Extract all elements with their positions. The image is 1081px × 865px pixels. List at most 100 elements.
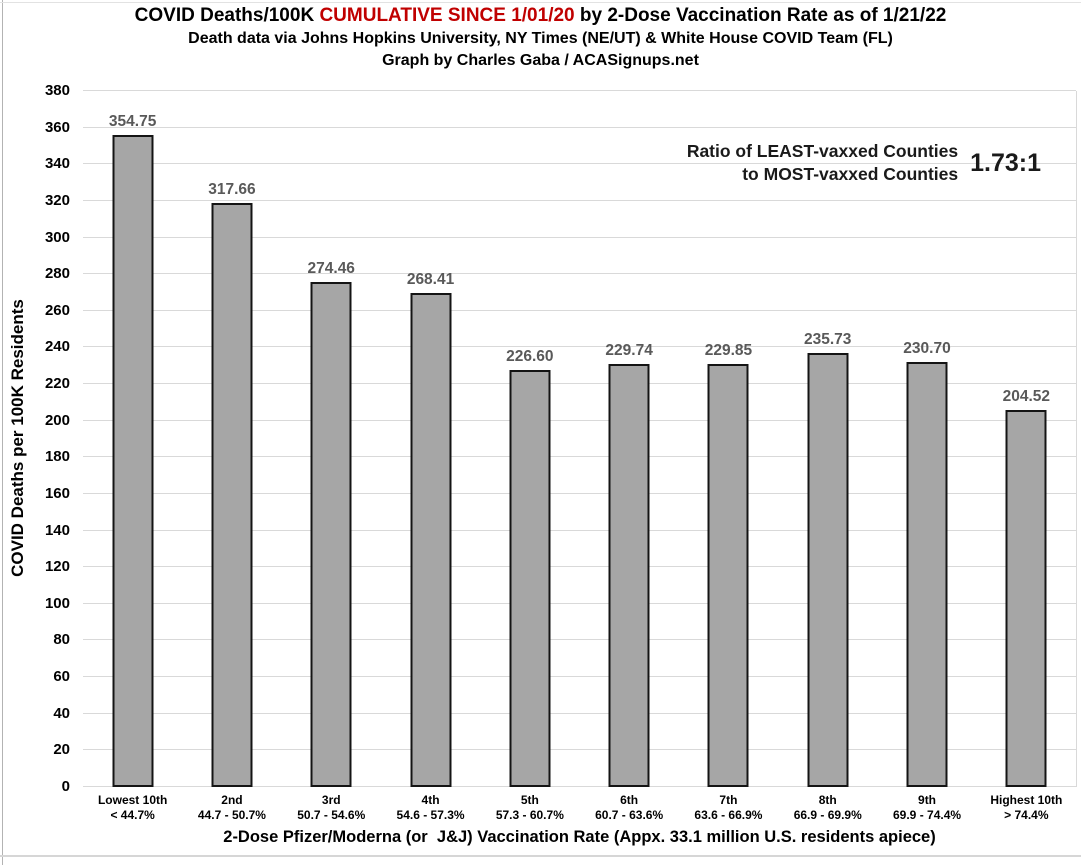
y-tick-label: 120 [44, 558, 70, 576]
bar-1 [112, 135, 154, 787]
bar-value-label: 317.66 [208, 181, 256, 199]
y-tick-label: 160 [44, 484, 70, 502]
bar-slot: 235.73 [778, 91, 877, 787]
y-tick-label: 360 [44, 118, 70, 136]
chart-title-suffix: by 2-Dose Vaccination Rate as of 1/21/22 [574, 5, 947, 26]
category-rank: Lowest 10th [97, 793, 168, 807]
gridline [83, 90, 1076, 91]
gridline [83, 712, 1076, 714]
category-label: Highest 10th > 74.4% [977, 793, 1076, 823]
chart-credit: Graph by Charles Gaba / ACASignups.net [382, 52, 699, 69]
category-label: Lowest 10th < 44.7% [83, 793, 182, 823]
category-range: 44.7 - 50.7% [197, 808, 266, 822]
category-label: 5th 57.3 - 60.7% [480, 793, 579, 823]
y-tick-label: 0 [61, 778, 70, 795]
y-tick-label: 40 [53, 704, 70, 722]
bar-6 [608, 364, 650, 787]
category-rank: 8th [818, 793, 837, 807]
ratio-annotation-label: Ratio of LEAST-vaxxed Counties to MOST-v… [687, 140, 958, 186]
category-range: 66.9 - 69.9% [793, 808, 862, 822]
y-tick-label: 20 [53, 741, 70, 759]
bar-value-label: 274.46 [307, 260, 355, 278]
gridline [83, 602, 1076, 604]
category-label: 7th 63.6 - 66.9% [679, 793, 778, 823]
category-range: > 74.4% [1004, 808, 1049, 822]
bar-value-label: 204.52 [1002, 388, 1051, 406]
bar-4 [410, 293, 452, 787]
category-rank: 9th [918, 793, 937, 807]
y-tick-label: 300 [44, 228, 70, 246]
gridline [83, 273, 1076, 275]
bar-8 [807, 353, 849, 787]
bar-slot: 229.74 [579, 91, 678, 787]
ratio-annotation-value: 1.73:1 [970, 148, 1041, 177]
chart-subtitle-source: Death data via Johns Hopkins University,… [188, 30, 893, 47]
ratio-label-line2: to MOST-vaxxed Counties [742, 164, 959, 184]
category-range: 50.7 - 54.6% [297, 808, 366, 822]
ratio-label-line1: Ratio of LEAST-vaxxed Counties [686, 141, 959, 161]
gridline [83, 456, 1076, 458]
chart-title-prefix: COVID Deaths/100K [134, 5, 320, 26]
bar-value-label: 226.60 [506, 347, 554, 365]
gridline [83, 786, 1076, 787]
screenshot-bottom-edge-line [0, 855, 1081, 857]
bar-slots: 354.75 317.66 274.46 268.41 226.60 229.74 229.… [83, 91, 1076, 787]
gridline [83, 199, 1076, 201]
gridline [83, 346, 1076, 348]
gridline [83, 492, 1076, 494]
bar-slot: 268.41 [381, 91, 480, 787]
category-rank: Highest 10th [990, 793, 1063, 807]
bar-2 [211, 203, 253, 787]
y-tick-label: 320 [44, 191, 70, 209]
x-axis-category-labels: Lowest 10th < 44.7% 2nd 44.7 - 50.7% 3rd 50.7… [83, 793, 1076, 823]
category-range: 54.6 - 57.3% [396, 808, 465, 822]
category-range: 60.7 - 63.6% [595, 808, 664, 822]
category-rank: 4th [421, 793, 440, 807]
bar-7 [707, 364, 749, 787]
y-tick-label: 260 [44, 301, 70, 319]
gridline [83, 236, 1076, 238]
y-tick-label: 80 [53, 631, 70, 649]
screenshot-top-edge-line [0, 2, 1081, 3]
bar-slot: 226.60 [480, 91, 579, 787]
gridline [83, 163, 1076, 165]
y-tick-label: 340 [44, 155, 70, 173]
ratio-annotation: Ratio of LEAST-vaxxed Counties to MOST-v… [687, 140, 1041, 186]
x-axis-title: 2-Dose Pfizer/Moderna (or J&J) Vaccinati… [223, 828, 936, 846]
bar-slot: 354.75 [83, 91, 182, 787]
screenshot-left-edge-line [2, 0, 3, 865]
bar-value-label: 229.85 [704, 342, 753, 360]
bar-value-label: 354.75 [108, 113, 157, 131]
category-label: 2nd 44.7 - 50.7% [182, 793, 281, 823]
y-tick-label: 180 [44, 448, 70, 466]
bar-3 [310, 282, 352, 787]
category-label: 4th 54.6 - 57.3% [381, 793, 480, 823]
gridline [83, 419, 1076, 421]
gridline [83, 383, 1076, 385]
bar-slot: 317.66 [182, 91, 281, 787]
bar-5 [509, 369, 551, 787]
y-tick-label: 280 [44, 265, 70, 283]
gridline [83, 126, 1076, 128]
category-range: 57.3 - 60.7% [495, 808, 564, 822]
gridline [83, 749, 1076, 751]
y-tick-label: 380 [44, 82, 70, 99]
y-tick-label: 100 [44, 594, 70, 612]
bar-9 [906, 362, 948, 787]
category-range: 63.6 - 66.9% [694, 808, 763, 822]
bar-10 [1005, 410, 1047, 787]
bar-slot: 274.46 [282, 91, 381, 787]
y-tick-label: 60 [53, 668, 70, 686]
bar-slot: 230.70 [877, 91, 976, 787]
y-tick-label: 240 [44, 338, 70, 356]
category-label: 6th 60.7 - 63.6% [579, 793, 678, 823]
bar-slot: 204.52 [977, 91, 1076, 787]
category-label: 9th 69.9 - 74.4% [877, 793, 976, 823]
category-rank: 5th [520, 793, 539, 807]
bar-slot: 229.85 [679, 91, 778, 787]
y-tick-label: 200 [44, 411, 70, 429]
gridline [83, 639, 1076, 641]
category-range: < 44.7% [110, 808, 155, 822]
y-tick-label: 220 [44, 375, 70, 393]
